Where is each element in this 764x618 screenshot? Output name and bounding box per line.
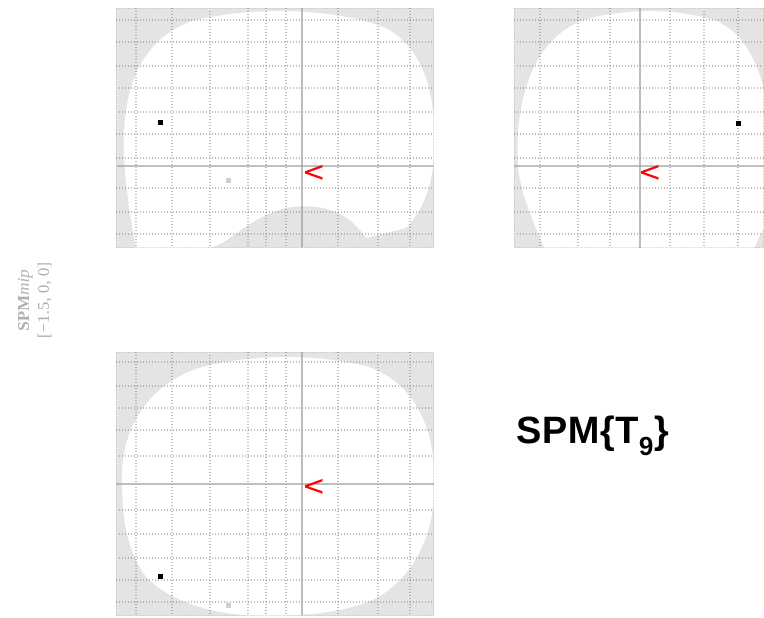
crosshair-arrow-icon[interactable]: <: [302, 469, 326, 502]
activation-voxel: [158, 120, 163, 125]
statistic-title-text: SPM{T: [516, 410, 639, 452]
crosshair-arrow-icon[interactable]: <: [638, 155, 662, 188]
sagittal-mip-panel[interactable]: <: [116, 8, 434, 248]
coronal-mip-panel[interactable]: <: [514, 8, 764, 248]
crosshair-arrow-icon[interactable]: <: [302, 155, 326, 188]
activation-voxel-faint: [226, 178, 231, 183]
mip-coordinates: [−1.5, 0, 0]: [34, 261, 53, 339]
spm-mip-side-label: SPMmip [−1.5, 0, 0]: [14, 240, 74, 360]
statistic-title-close: }: [653, 410, 670, 452]
activation-voxel: [736, 121, 741, 126]
statistic-title: SPM{T9}: [516, 410, 669, 462]
activation-voxel-faint: [226, 603, 231, 608]
mip-label: SPMmip: [14, 269, 33, 331]
axial-mip-image[interactable]: [116, 352, 434, 616]
degrees-of-freedom: 9: [638, 431, 654, 461]
sagittal-mip-image[interactable]: [116, 8, 434, 248]
activation-voxel: [158, 574, 163, 579]
coronal-mip-image[interactable]: [514, 8, 764, 248]
axial-mip-panel[interactable]: <: [116, 352, 434, 616]
